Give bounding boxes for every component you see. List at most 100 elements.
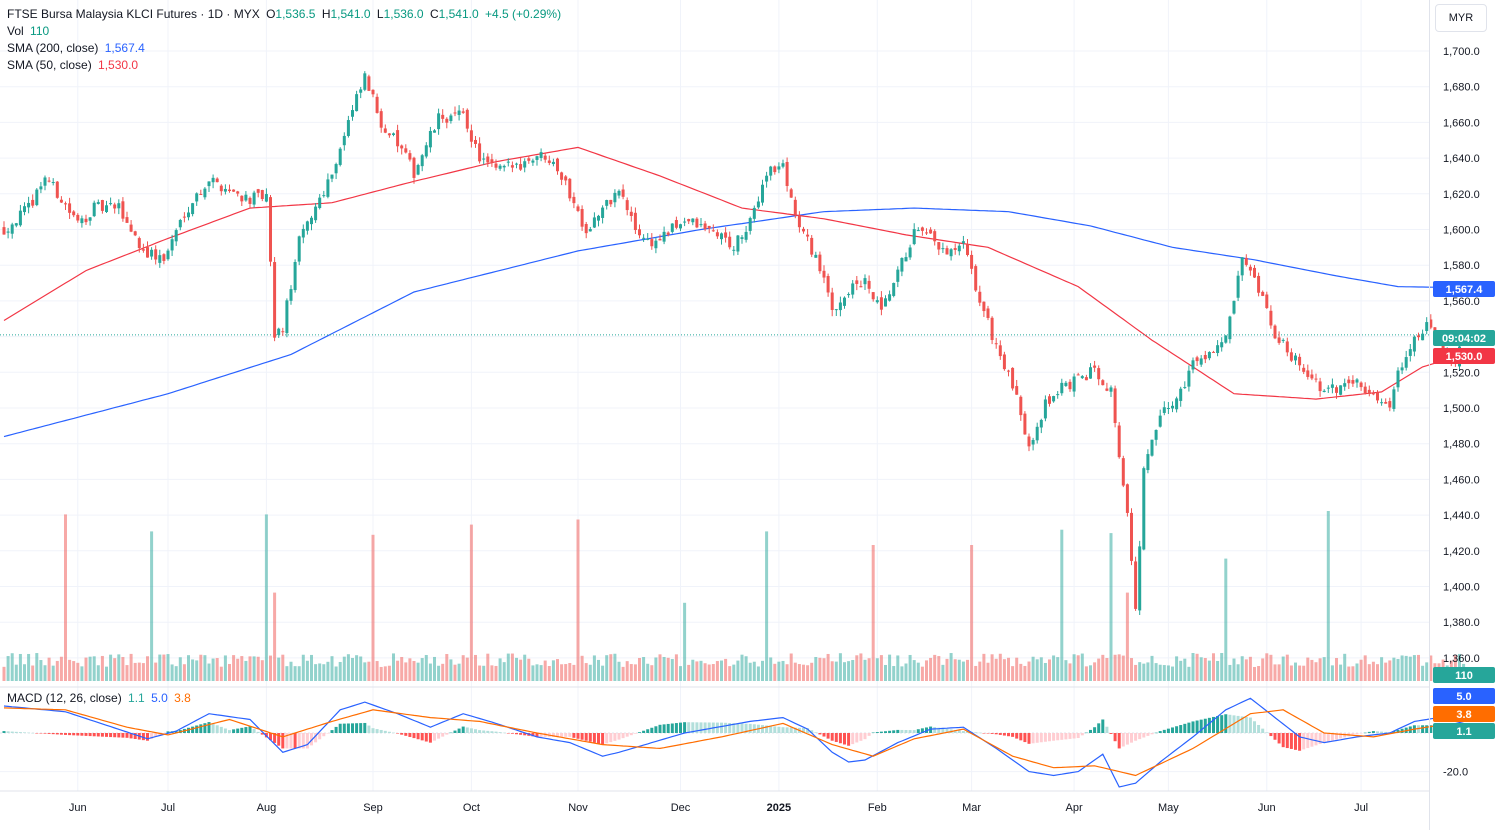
candle[interactable] (252, 190, 256, 208)
candle[interactable] (305, 220, 309, 235)
candle[interactable] (732, 246, 736, 256)
candle[interactable] (478, 137, 482, 164)
candle[interactable] (1417, 332, 1420, 341)
candle[interactable] (658, 234, 662, 241)
candle[interactable] (121, 197, 125, 222)
candle[interactable] (687, 218, 691, 225)
candle[interactable] (68, 197, 72, 219)
candle[interactable] (1289, 348, 1293, 363)
candle[interactable] (1007, 369, 1010, 377)
candle[interactable] (715, 229, 719, 239)
candle[interactable] (72, 210, 76, 218)
candle[interactable] (568, 177, 572, 202)
candle[interactable] (269, 195, 272, 267)
candle[interactable] (1150, 439, 1154, 457)
candle[interactable] (642, 234, 646, 242)
candle[interactable] (1191, 357, 1195, 374)
candle[interactable] (494, 159, 498, 171)
candle[interactable] (617, 189, 621, 199)
candle[interactable] (416, 163, 420, 176)
candle[interactable] (1425, 317, 1429, 335)
candle[interactable] (1158, 409, 1162, 428)
candle[interactable] (88, 217, 92, 226)
candle[interactable] (1109, 385, 1113, 398)
candle[interactable] (683, 217, 687, 227)
candle[interactable] (1121, 455, 1125, 488)
candle[interactable] (264, 188, 268, 203)
candle[interactable] (1117, 422, 1121, 459)
candle[interactable] (674, 216, 678, 230)
candle[interactable] (256, 188, 260, 198)
candle[interactable] (1175, 396, 1179, 413)
candle[interactable] (896, 266, 900, 288)
candle[interactable] (519, 157, 523, 171)
candle[interactable] (289, 285, 293, 305)
candle[interactable] (756, 196, 760, 209)
candle[interactable] (187, 206, 190, 221)
candle[interactable] (920, 226, 924, 236)
candle[interactable] (978, 285, 982, 307)
candle[interactable] (838, 296, 842, 317)
candles[interactable] (2, 71, 1466, 615)
candle[interactable] (929, 227, 933, 234)
candle[interactable] (560, 171, 564, 186)
candle[interactable] (129, 220, 133, 233)
candle[interactable] (912, 223, 916, 246)
candle[interactable] (970, 250, 974, 275)
candle[interactable] (510, 161, 514, 173)
candle[interactable] (469, 124, 473, 148)
candle[interactable] (150, 247, 154, 260)
candle[interactable] (408, 150, 412, 162)
candle[interactable] (1388, 397, 1392, 412)
candle[interactable] (424, 142, 428, 159)
candle[interactable] (162, 253, 166, 265)
candle[interactable] (236, 190, 240, 197)
candle[interactable] (863, 274, 867, 290)
candle[interactable] (1101, 379, 1105, 386)
candle[interactable] (174, 228, 178, 246)
time-axis[interactable]: Jun Jul Aug Sep Oct Nov Dec 2025 Feb Mar Apr May Jun… (69, 802, 1368, 814)
candle[interactable] (260, 189, 264, 202)
candle[interactable] (133, 230, 137, 237)
candle[interactable] (223, 184, 227, 195)
candle[interactable] (199, 189, 203, 195)
candle[interactable] (109, 197, 113, 206)
candle[interactable] (953, 243, 957, 255)
candle[interactable] (1089, 363, 1092, 379)
candle[interactable] (802, 226, 805, 234)
candle[interactable] (1310, 369, 1314, 381)
candle[interactable] (1162, 401, 1166, 416)
candle[interactable] (638, 224, 641, 239)
candle[interactable] (543, 152, 547, 163)
candle[interactable] (703, 220, 707, 232)
candle[interactable] (203, 187, 207, 200)
candle[interactable] (1335, 385, 1338, 399)
candle[interactable] (597, 214, 600, 227)
candle[interactable] (43, 175, 47, 191)
candle[interactable] (613, 189, 617, 208)
candle[interactable] (941, 242, 945, 254)
candle[interactable] (646, 233, 650, 241)
candle[interactable] (342, 132, 346, 151)
candle[interactable] (285, 298, 289, 338)
candle[interactable] (818, 251, 822, 274)
candle[interactable] (515, 162, 518, 169)
candle[interactable] (535, 155, 539, 166)
candle[interactable] (51, 178, 55, 186)
candle[interactable] (31, 194, 35, 208)
candle[interactable] (1142, 466, 1146, 551)
candle[interactable] (851, 280, 855, 299)
candle[interactable] (178, 218, 182, 231)
candle[interactable] (777, 162, 781, 174)
candle[interactable] (23, 202, 26, 216)
candle[interactable] (1347, 376, 1351, 389)
candle[interactable] (461, 108, 465, 114)
candle[interactable] (720, 232, 723, 245)
candle[interactable] (937, 241, 941, 256)
candle[interactable] (1408, 343, 1412, 362)
candle[interactable] (1302, 364, 1306, 375)
candle[interactable] (580, 205, 584, 231)
candle[interactable] (728, 231, 732, 250)
candle[interactable] (207, 181, 211, 193)
candle[interactable] (1412, 335, 1416, 357)
